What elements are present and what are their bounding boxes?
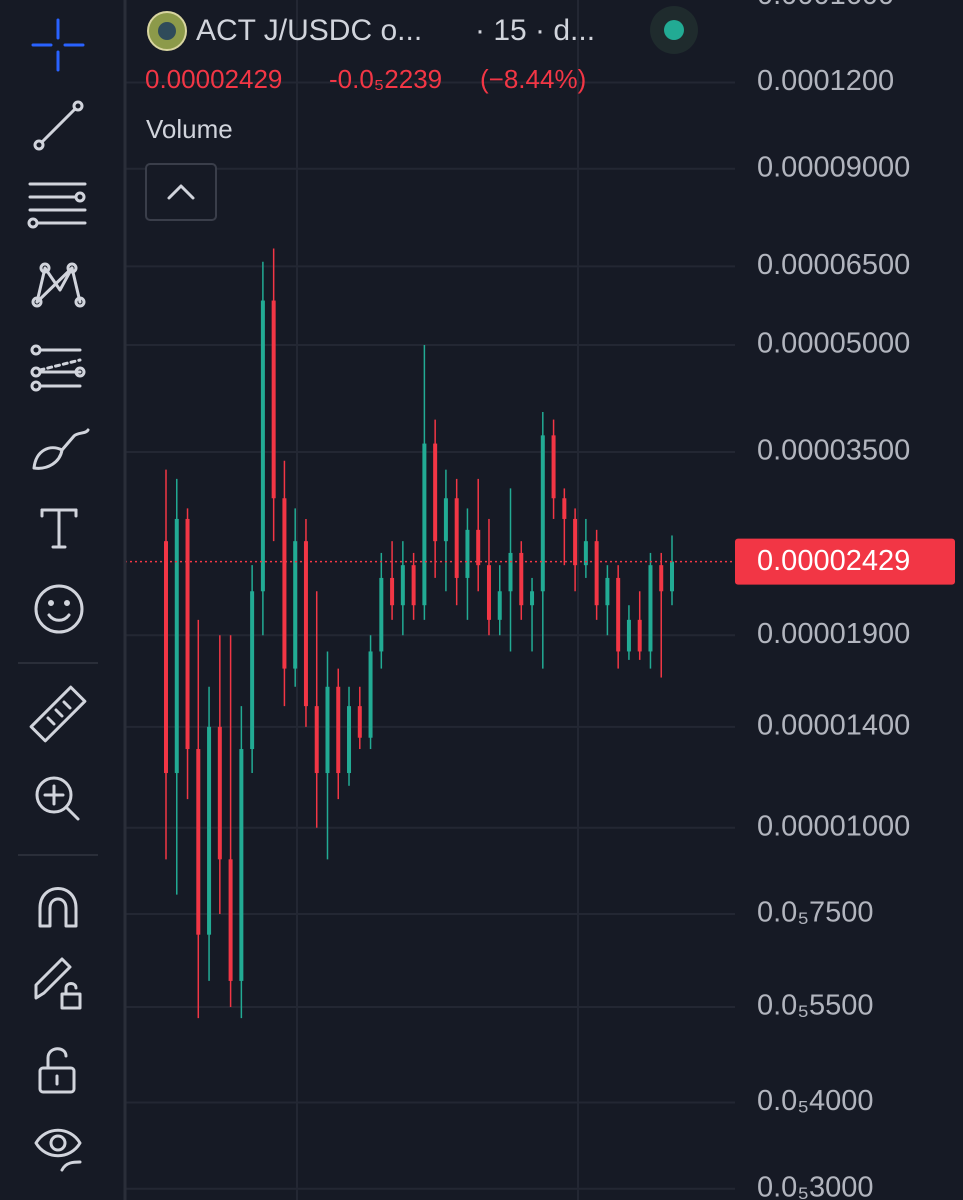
y-tick-label: 0.00009000: [757, 151, 910, 183]
candle-body: [293, 541, 298, 669]
y-tick-label: 0.00001000: [757, 810, 910, 842]
plot: [125, 248, 735, 1019]
zoom-tool[interactable]: [35, 776, 80, 821]
candle-body: [497, 591, 502, 620]
magnet-tool[interactable]: [38, 887, 78, 928]
y-tick-label: 0.00005000: [757, 328, 910, 360]
candle-body: [357, 706, 362, 738]
prediction-tool[interactable]: [30, 344, 86, 392]
candle-body: [648, 565, 653, 652]
candle-body: [303, 541, 308, 707]
y-tick-label: 0.0001200: [757, 65, 894, 97]
candle-body: [433, 443, 438, 542]
status-dot: [664, 20, 684, 40]
text-tool[interactable]: [40, 508, 78, 549]
candle-body: [347, 706, 352, 774]
trend-line-tool[interactable]: [33, 100, 84, 151]
symbol-name[interactable]: ACT J/USDC o...: [196, 14, 422, 47]
candle-body: [314, 706, 319, 774]
candle-body: [594, 541, 599, 606]
price-change: -0.0₅2239: [329, 64, 442, 94]
toolbar: [18, 18, 98, 1172]
candle-body: [164, 541, 168, 774]
brush-tool[interactable]: [32, 428, 90, 470]
last-price-tag: [735, 538, 955, 585]
y-tick-label: 0.0₅4000: [757, 1085, 874, 1117]
candle-body: [583, 541, 588, 566]
candle-body: [519, 552, 524, 606]
emoji-tool[interactable]: [34, 584, 84, 634]
candle-body: [659, 565, 664, 592]
candle-body: [250, 591, 255, 750]
ruler-tool[interactable]: [29, 685, 87, 743]
interval[interactable]: · 15 · d...: [475, 14, 595, 47]
candle-body: [185, 518, 190, 750]
last-price: 0.00002429: [145, 64, 282, 94]
collapse-icon: [167, 184, 195, 200]
candle-body: [454, 498, 459, 578]
candle-body: [217, 726, 222, 860]
candle-body: [174, 518, 179, 774]
grid: [125, 0, 735, 1200]
candle-body: [562, 498, 567, 519]
candle-body: [271, 300, 276, 499]
candle-body: [508, 552, 513, 592]
header: ACT J/USDC o... · 15 · d... 0.00002429 -…: [145, 6, 698, 221]
candle-body: [486, 565, 491, 620]
candle-body: [573, 518, 578, 566]
y-tick-label: 0.0001600: [757, 0, 894, 11]
candle-body: [616, 577, 621, 652]
candle-body: [530, 591, 535, 606]
candle-body: [325, 686, 330, 774]
candle-body: [411, 565, 416, 606]
symbol-logo-center: [158, 22, 176, 40]
collapse-button[interactable]: [145, 163, 217, 221]
candle-body: [605, 577, 610, 606]
candle-body: [379, 577, 384, 652]
last-price-tag-label: 0.00002429: [757, 545, 910, 577]
candle-body: [476, 529, 481, 566]
y-tick-label: 0.0₅5500: [757, 990, 874, 1022]
candle-body: [368, 651, 373, 738]
candle-body: [465, 529, 470, 578]
crosshair-tool[interactable]: [31, 18, 85, 72]
lock-drawing-tool[interactable]: [34, 957, 82, 1010]
y-tick-label: 0.00001400: [757, 709, 910, 741]
candle-body: [626, 619, 631, 652]
candle-body: [336, 686, 341, 774]
candle-body: [400, 565, 405, 606]
pattern-tool[interactable]: [31, 262, 86, 308]
visibility-tool[interactable]: [34, 1128, 82, 1172]
candle-body: [443, 498, 448, 542]
candle-body: [282, 498, 287, 669]
candle-body: [260, 300, 265, 592]
candle-body: [207, 726, 212, 935]
y-tick-label: 0.00001900: [757, 618, 910, 650]
fib-tool[interactable]: [27, 182, 87, 229]
candle-body: [637, 619, 642, 652]
volume-label: Volume: [146, 114, 233, 144]
y-tick-label: 0.00003500: [757, 435, 910, 467]
y-tick-label: 0.00006500: [757, 249, 910, 281]
candle-body: [540, 435, 545, 592]
candle-body: [422, 443, 427, 606]
y-tick-label: 0.0₅3000: [757, 1171, 874, 1200]
candle-body: [196, 749, 201, 935]
y-tick-label: 0.0₅7500: [757, 897, 874, 929]
price-change-percent: (−8.44%): [480, 64, 586, 94]
candle-body: [390, 577, 395, 606]
candle-body: [239, 749, 244, 981]
candle-body: [670, 561, 674, 592]
candle-body: [228, 859, 233, 981]
lock-tool[interactable]: [38, 1047, 76, 1094]
candle-body: [551, 435, 556, 499]
